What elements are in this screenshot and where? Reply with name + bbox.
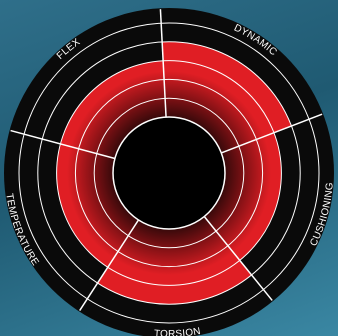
grid-spoke-4 <box>79 219 140 311</box>
bar-flex <box>60 60 167 159</box>
grid-ring-4 <box>37 41 301 305</box>
center-hole <box>112 116 226 230</box>
grid-spoke-1 <box>159 9 167 118</box>
bar-torsion <box>97 216 252 305</box>
grid-ring-3 <box>56 60 282 286</box>
grid-spokes <box>10 9 323 311</box>
grid-spoke-3 <box>203 216 273 301</box>
bar-temperature <box>56 143 139 268</box>
label-torsion: TORSION <box>154 326 202 336</box>
grid-rings <box>18 22 320 324</box>
grid-spoke-5 <box>10 129 116 160</box>
grid-spoke-2 <box>221 113 323 154</box>
grid-ring-1 <box>93 97 245 249</box>
bar-dynamic <box>162 41 292 153</box>
grid-ring-2 <box>74 78 264 268</box>
grid-ring-5 <box>18 22 320 324</box>
